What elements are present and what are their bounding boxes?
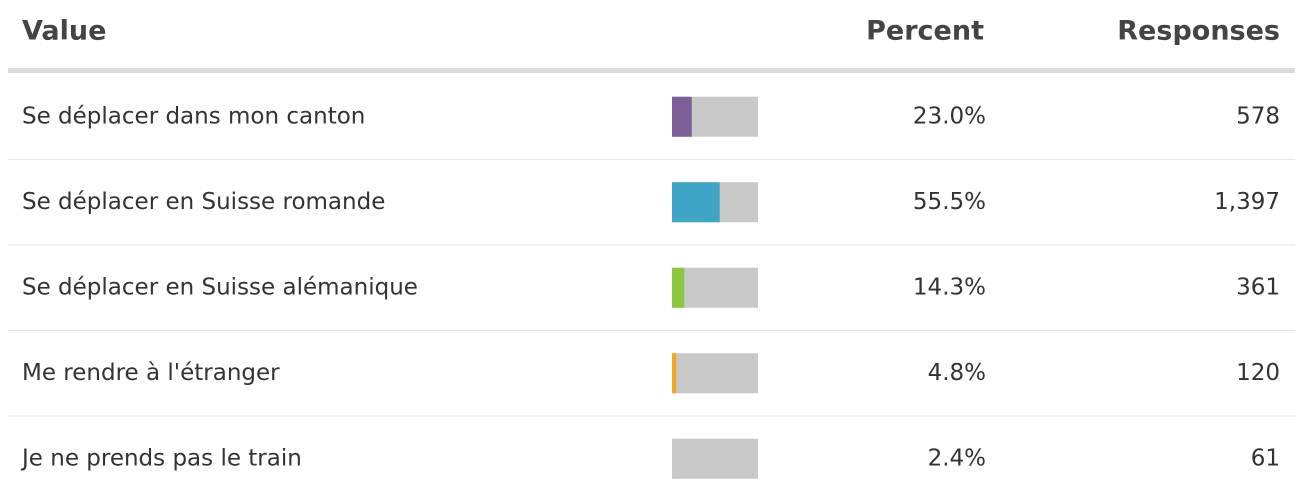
- row-label: Se déplacer en Suisse alémanique: [22, 274, 418, 300]
- percent-label: 55.5%: [913, 189, 986, 215]
- bar: [672, 96, 692, 137]
- bar: [672, 182, 720, 223]
- bar: [672, 267, 685, 308]
- header-border: [8, 68, 1295, 73]
- header-value: Value: [22, 16, 106, 47]
- header-percent: Percent: [866, 16, 984, 47]
- bar-track: [672, 353, 758, 394]
- row-label: Je ne prends pas le train: [20, 445, 302, 471]
- bar-track: [672, 267, 758, 308]
- header-responses: Responses: [1117, 16, 1280, 47]
- row-label: Me rendre à l'étranger: [22, 360, 280, 386]
- percent-label: 23.0%: [913, 103, 986, 129]
- bar-track: [672, 438, 758, 479]
- responses-label: 578: [1236, 103, 1280, 129]
- percent-label: 2.4%: [928, 445, 986, 471]
- responses-label: 361: [1236, 274, 1280, 300]
- responses-label: 61: [1251, 445, 1280, 471]
- responses-label: 1,397: [1214, 189, 1280, 215]
- bar: [672, 438, 675, 479]
- row-label: Se déplacer dans mon canton: [22, 103, 365, 129]
- row-label: Se déplacer en Suisse romande: [22, 189, 385, 215]
- responses-label: 120: [1236, 360, 1280, 386]
- bar: [672, 353, 677, 394]
- percent-label: 4.8%: [928, 360, 986, 386]
- percent-label: 14.3%: [913, 274, 986, 300]
